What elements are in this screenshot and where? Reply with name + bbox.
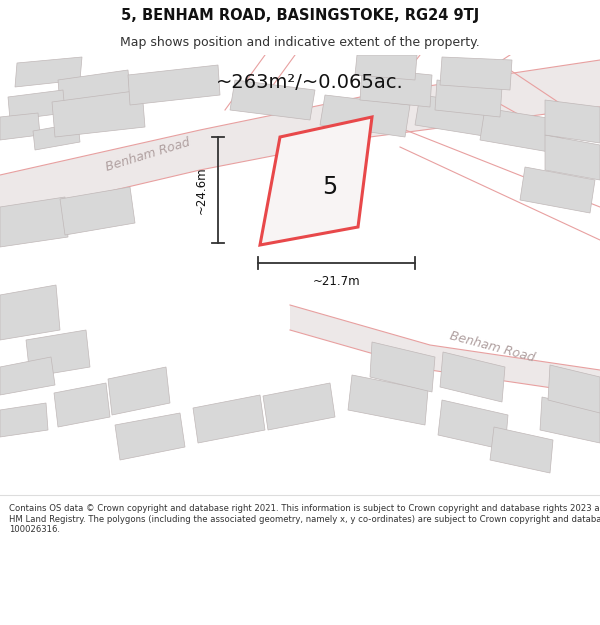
Polygon shape (545, 100, 600, 143)
Polygon shape (540, 397, 600, 443)
Text: Benham Road: Benham Road (448, 329, 536, 364)
Text: ~24.6m: ~24.6m (195, 166, 208, 214)
Polygon shape (355, 55, 417, 80)
Polygon shape (490, 427, 553, 473)
Text: Map shows position and indicative extent of the property.: Map shows position and indicative extent… (120, 36, 480, 49)
Polygon shape (415, 95, 495, 137)
Polygon shape (0, 197, 68, 247)
Polygon shape (545, 135, 600, 180)
Text: 5, BENHAM ROAD, BASINGSTOKE, RG24 9TJ: 5, BENHAM ROAD, BASINGSTOKE, RG24 9TJ (121, 8, 479, 23)
Polygon shape (260, 117, 372, 245)
Polygon shape (440, 57, 512, 90)
Polygon shape (348, 375, 428, 425)
Polygon shape (230, 80, 315, 120)
Text: Contains OS data © Crown copyright and database right 2021. This information is : Contains OS data © Crown copyright and d… (9, 504, 600, 534)
Polygon shape (370, 342, 435, 392)
Polygon shape (438, 400, 508, 450)
Polygon shape (0, 285, 60, 340)
Polygon shape (33, 123, 80, 150)
Polygon shape (15, 57, 82, 87)
Polygon shape (320, 95, 410, 137)
Polygon shape (128, 65, 220, 105)
Polygon shape (52, 90, 145, 137)
Polygon shape (520, 167, 595, 213)
Polygon shape (0, 357, 55, 395)
Polygon shape (26, 330, 90, 377)
Polygon shape (8, 90, 65, 120)
Polygon shape (440, 352, 505, 402)
Polygon shape (193, 395, 265, 443)
Text: ~21.7m: ~21.7m (313, 275, 361, 288)
Polygon shape (360, 68, 432, 107)
Text: Benham Road: Benham Road (104, 136, 192, 174)
Text: ~263m²/~0.065ac.: ~263m²/~0.065ac. (216, 74, 404, 92)
Polygon shape (60, 187, 135, 235)
Polygon shape (115, 413, 185, 460)
Polygon shape (0, 113, 40, 140)
Polygon shape (263, 383, 335, 430)
Polygon shape (0, 403, 48, 437)
Polygon shape (0, 60, 600, 217)
Polygon shape (54, 383, 110, 427)
Polygon shape (108, 367, 170, 415)
Polygon shape (58, 70, 130, 105)
Polygon shape (435, 80, 502, 117)
Polygon shape (290, 305, 600, 395)
Polygon shape (548, 365, 600, 413)
Text: 5: 5 (322, 174, 337, 199)
Polygon shape (480, 108, 560, 153)
